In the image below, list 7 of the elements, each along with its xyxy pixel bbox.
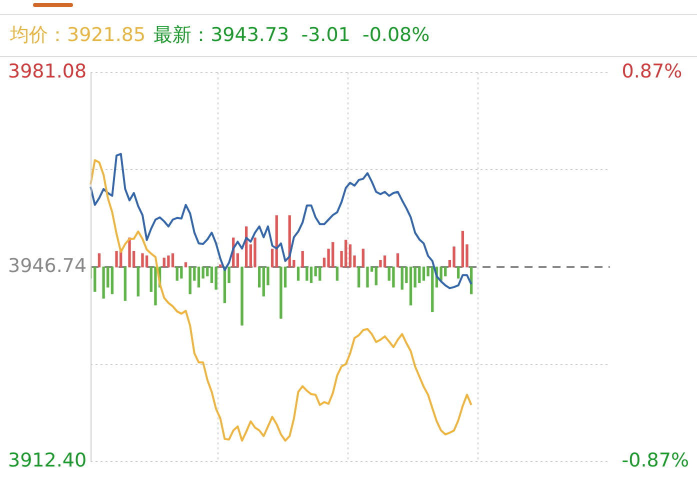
y-tick-label: 3946.74	[8, 254, 87, 277]
text: 最新：3943.73 -3.01 -0.08%	[154, 23, 430, 48]
y-tick-label: 3981.08	[8, 60, 87, 82]
y2-tick-label: 0.87%	[622, 60, 682, 82]
y-tick-label: 3912.40	[8, 450, 87, 472]
y2-tick-label: -0.87%	[622, 450, 690, 472]
text: 均价：3921.85	[10, 23, 146, 48]
